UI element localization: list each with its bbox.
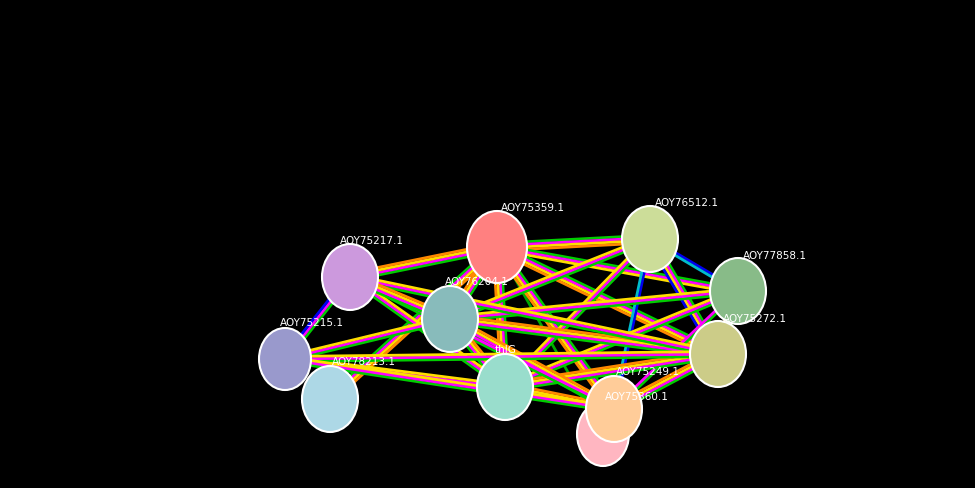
Ellipse shape: [477, 354, 533, 420]
Ellipse shape: [302, 366, 358, 432]
Text: AOY75360.1: AOY75360.1: [605, 391, 669, 401]
Ellipse shape: [690, 321, 746, 387]
Ellipse shape: [622, 206, 678, 272]
Ellipse shape: [710, 259, 766, 325]
Text: AOY78213.1: AOY78213.1: [332, 356, 396, 366]
Ellipse shape: [577, 402, 629, 466]
Text: AOY76204.1: AOY76204.1: [445, 276, 509, 286]
Text: AOY75359.1: AOY75359.1: [501, 203, 565, 213]
Text: AOY75272.1: AOY75272.1: [723, 313, 787, 324]
Text: AOY75249.1: AOY75249.1: [616, 366, 680, 376]
Ellipse shape: [422, 286, 478, 352]
Ellipse shape: [467, 212, 527, 284]
Text: AOY76512.1: AOY76512.1: [655, 198, 719, 207]
Ellipse shape: [322, 244, 378, 310]
Text: AOY75215.1: AOY75215.1: [280, 317, 344, 327]
Text: thIG: thIG: [495, 345, 517, 354]
Ellipse shape: [259, 328, 311, 390]
Text: AOY77858.1: AOY77858.1: [743, 250, 807, 261]
Text: AOY75217.1: AOY75217.1: [340, 236, 404, 245]
Ellipse shape: [586, 376, 642, 442]
